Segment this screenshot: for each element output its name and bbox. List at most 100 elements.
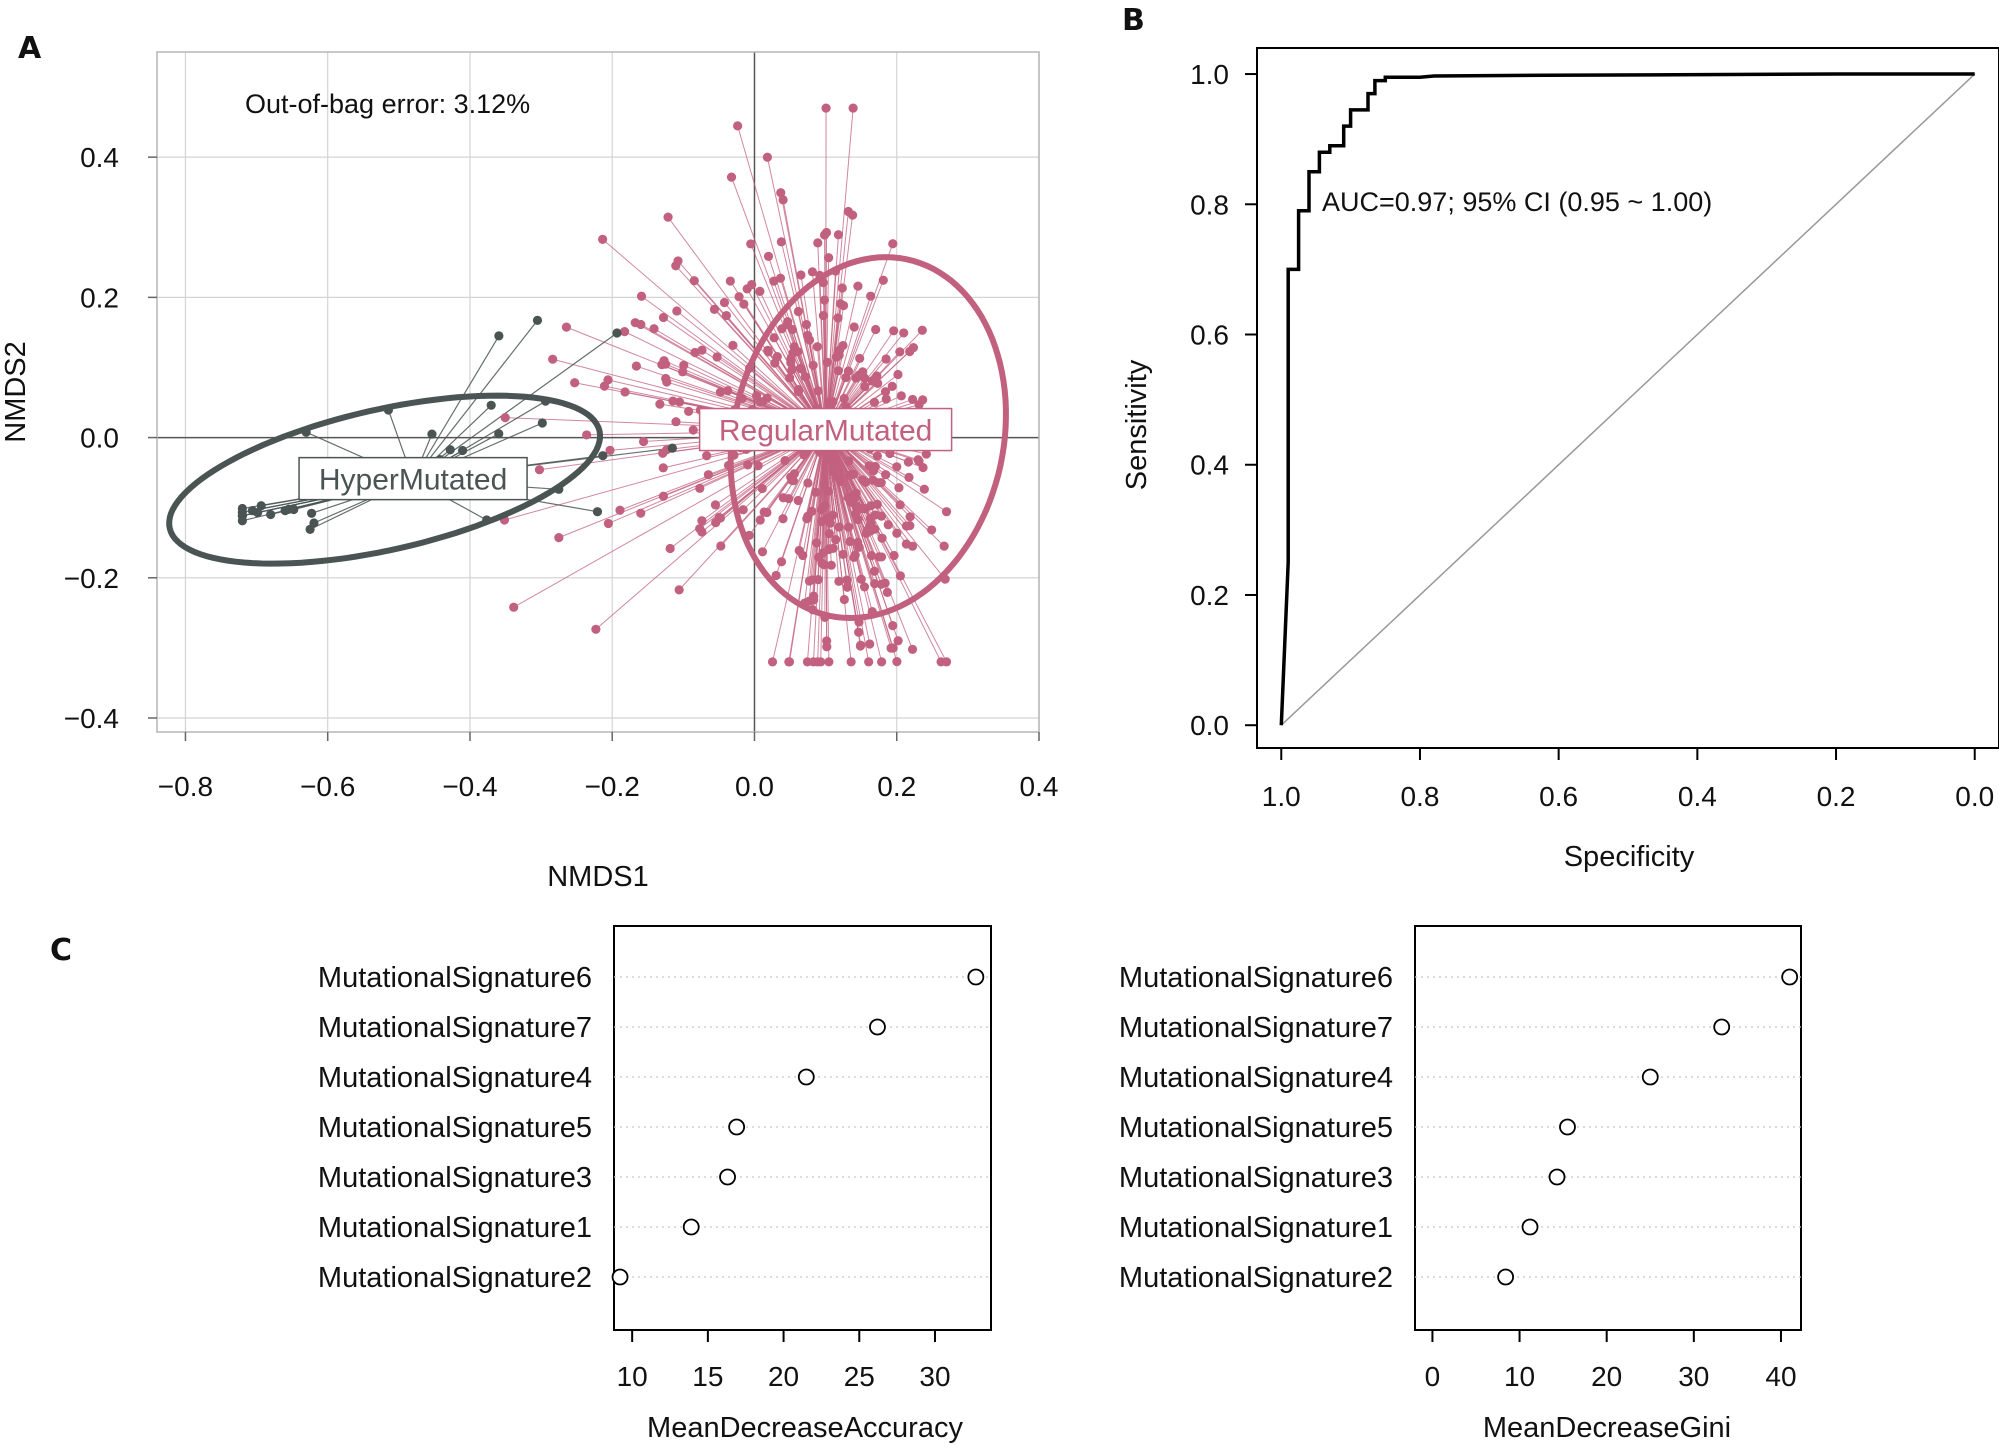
regular-sample-point <box>824 528 834 539</box>
regular-sample-point <box>712 352 722 362</box>
regular-sample-point <box>895 571 905 581</box>
regular-sample-point <box>591 624 601 634</box>
regular-sample-point <box>822 357 832 367</box>
regularmutated-label: RegularMutated <box>719 415 932 448</box>
regular-sample-point <box>631 361 642 371</box>
regular-sample-point <box>776 188 786 198</box>
regular-sample-point <box>719 297 730 308</box>
regular-sample-point <box>787 475 797 485</box>
regular-sample-point <box>878 275 888 285</box>
regular-sample-point <box>715 387 726 397</box>
accuracy-dotchart: MutationalSignature6 MutationalSignature7… <box>318 925 992 1444</box>
regular-sample-point <box>819 479 829 489</box>
regular-sample-point <box>853 537 863 548</box>
gini-importance-point <box>1521 1218 1539 1236</box>
hyper-spider-line <box>412 335 500 480</box>
regular-sample-point <box>662 377 672 387</box>
roc-chance-line <box>1280 73 1976 726</box>
accuracy-x-axis-title: MeanDecreaseAccuracy <box>647 1412 963 1444</box>
gini-importance-point <box>1559 1118 1576 1136</box>
accuracy-importance-point <box>797 1068 815 1086</box>
regular-sample-point <box>834 576 844 586</box>
regular-spider-line <box>825 430 860 633</box>
regular-spider-line <box>602 238 826 431</box>
regular-sample-point <box>767 657 778 667</box>
regular-sample-point <box>905 521 915 531</box>
accuracy-row-label: MutationalSignature6 <box>318 962 592 994</box>
regular-sample-point <box>876 478 886 488</box>
regular-sample-point <box>824 657 834 667</box>
accuracy-importance-point <box>728 1118 746 1136</box>
hyper-sample-point <box>458 445 468 456</box>
regular-sample-point <box>849 322 859 332</box>
regular-sample-point <box>819 560 829 570</box>
regular-sample-point <box>876 552 887 562</box>
accuracy-importance-point <box>869 1018 886 1036</box>
gini-row-label: MutationalSignature7 <box>1119 1012 1393 1044</box>
regular-sample-point <box>715 513 726 523</box>
regular-sample-point <box>831 352 842 362</box>
accuracy-importance-point <box>719 1168 736 1186</box>
regular-sample-point <box>855 353 865 364</box>
nmds-x-tick-label: 0.0 <box>735 771 774 802</box>
regular-sample-point <box>570 378 580 388</box>
regular-sample-point <box>835 299 846 309</box>
hyper-sample-point <box>494 331 504 341</box>
gini-importance-point <box>1781 968 1799 986</box>
regular-sample-point <box>763 251 774 262</box>
gini-x-tick-label: 40 <box>1765 1361 1796 1392</box>
regular-sample-point <box>615 505 625 515</box>
gini-x-tick-label: 30 <box>1678 1361 1709 1392</box>
regular-sample-point <box>892 462 902 472</box>
nmds-x-axis-title: NMDS1 <box>547 861 649 893</box>
regular-sample-point <box>771 570 781 581</box>
regular-sample-point <box>554 533 564 543</box>
regular-sample-point <box>684 406 694 416</box>
gini-importance-point <box>1497 1268 1515 1286</box>
regular-sample-point <box>534 465 545 475</box>
regular-sample-point <box>807 267 818 277</box>
nmds-panel: −0.8 −0.6 −0.4 −0.2 0.0 0.2 0.4 0.4 0.2 0.0 −0.2 −0… <box>0 51 1059 893</box>
regular-sample-point <box>757 547 768 557</box>
regular-sample-point <box>844 456 854 466</box>
hyper-spider-line <box>412 332 618 481</box>
regular-sample-point <box>784 657 795 667</box>
regular-sample-point <box>829 465 839 475</box>
regular-sample-point <box>881 354 891 364</box>
regular-sample-point <box>887 381 897 391</box>
regular-sample-point <box>821 103 831 113</box>
regular-sample-point <box>672 306 682 316</box>
regular-sample-point <box>695 483 705 493</box>
regular-sample-point <box>778 195 788 205</box>
regular-sample-point <box>702 451 712 461</box>
regular-sample-point <box>803 478 813 488</box>
regular-sample-point <box>828 543 838 553</box>
roc-x-tick-label: 0.8 <box>1400 781 1439 812</box>
regular-sample-point <box>833 366 844 376</box>
roc-x-tick-label: 0.4 <box>1678 781 1717 812</box>
accuracy-row-label: MutationalSignature5 <box>318 1112 592 1144</box>
regular-sample-point <box>755 286 765 296</box>
regular-sample-point <box>838 549 848 559</box>
hyper-sample-point <box>598 451 608 461</box>
regular-sample-point <box>921 449 931 459</box>
gini-importance-point <box>1641 1068 1659 1086</box>
regular-sample-point <box>826 560 836 570</box>
regular-sample-point <box>851 373 861 383</box>
regular-sample-point <box>868 466 879 476</box>
regular-sample-point <box>867 376 877 386</box>
regular-sample-point <box>778 493 788 503</box>
regular-sample-point <box>839 594 849 605</box>
regular-sample-point <box>655 399 665 409</box>
regular-sample-point <box>886 643 896 653</box>
gini-row-label: MutationalSignature1 <box>1119 1212 1393 1244</box>
regular-sample-point <box>785 373 795 383</box>
nmds-y-tick-label: 0.2 <box>80 282 119 313</box>
regular-sample-point <box>620 387 630 397</box>
regular-sample-point <box>860 381 870 392</box>
regular-sample-point <box>723 386 733 396</box>
regular-sample-point <box>734 292 744 302</box>
regular-sample-point <box>905 512 915 522</box>
nmds-axes: −0.8 −0.6 −0.4 −0.2 0.0 0.2 0.4 0.4 0.2 0.0 −0.2 −0… <box>64 142 1059 802</box>
regular-sample-point <box>833 313 843 323</box>
